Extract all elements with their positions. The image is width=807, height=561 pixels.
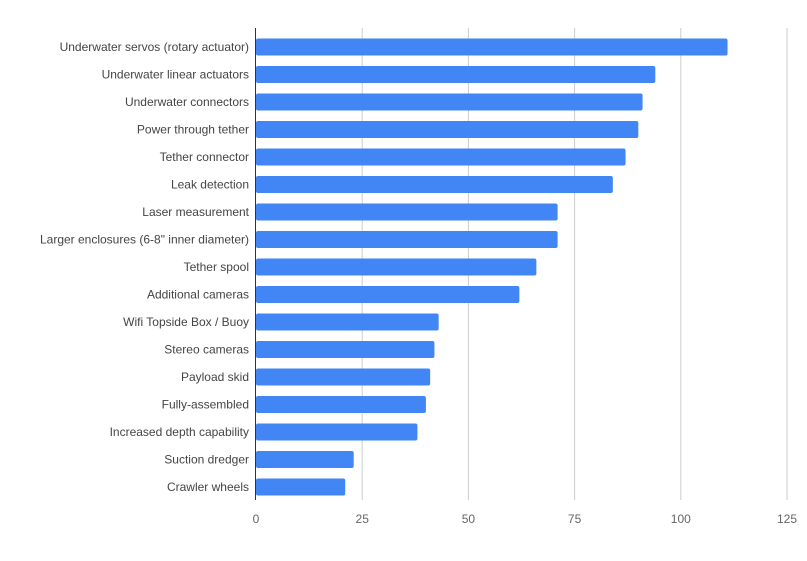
category-label: Stereo cameras [164, 343, 249, 357]
bar [256, 478, 346, 496]
category-label: Power through tether [137, 123, 249, 137]
category-labels: Underwater servos (rotary actuator) Under… [40, 40, 250, 494]
category-label: Crawler wheels [167, 480, 249, 494]
category-label: Tether connector [160, 150, 249, 164]
bar [256, 66, 656, 83]
x-tick-label: 0 [253, 512, 260, 526]
category-label: Laser measurement [142, 205, 249, 219]
bar [256, 286, 520, 303]
bar [256, 451, 354, 468]
category-label: Fully-assembled [162, 398, 249, 412]
category-label: Underwater linear actuators [102, 68, 249, 82]
category-label: Payload skid [181, 370, 249, 384]
bars [256, 38, 728, 496]
category-label: Increased depth capability [110, 425, 249, 439]
bar [256, 121, 639, 138]
bar [256, 368, 431, 386]
bar [256, 148, 626, 166]
bar [256, 341, 435, 358]
category-label: Larger enclosures (6-8" inner diameter) [40, 233, 249, 247]
x-tick-label: 125 [777, 512, 797, 526]
bar [256, 396, 426, 413]
category-label: Wifi Topside Box / Buoy [123, 315, 249, 329]
x-tick-label: 75 [568, 512, 582, 526]
bar [256, 313, 439, 331]
category-label: Underwater connectors [125, 95, 249, 109]
category-label: Suction dredger [164, 453, 249, 467]
bar [256, 231, 558, 248]
bar [256, 93, 643, 111]
bar [256, 258, 537, 276]
category-label: Underwater servos (rotary actuator) [60, 40, 249, 54]
category-label: Additional cameras [147, 288, 249, 302]
bar [256, 176, 613, 193]
value-axis-ticks: 0 25 50 75 100 125 [253, 512, 798, 526]
bar [256, 423, 418, 441]
x-tick-label: 50 [462, 512, 476, 526]
x-tick-label: 25 [356, 512, 370, 526]
bar [256, 203, 558, 221]
category-label: Leak detection [171, 178, 249, 192]
category-label: Tether spool [184, 260, 249, 274]
x-tick-label: 100 [671, 512, 691, 526]
bar [256, 38, 728, 56]
